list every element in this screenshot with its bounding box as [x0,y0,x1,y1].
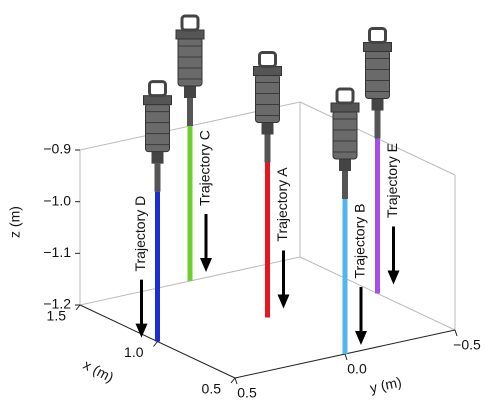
tool-neck [184,86,196,98]
tool-neck [339,159,351,171]
x-tick-label: 1.5 [47,308,67,324]
y-tick [344,353,348,361]
tool-neck [151,151,164,164]
trajectory-label: Trajectory A [274,167,290,242]
z-axis-label: z (m) [7,206,23,238]
y-tick-label: −0.5 [453,337,481,353]
y-tick [454,329,458,337]
tool-icon [363,27,392,139]
tool-neck [261,122,274,135]
tool-handle [258,51,277,68]
x-tick-label: 1.0 [124,344,144,360]
z-tick-label: −1.0 [43,192,71,208]
z-tick-label: −1.2 [43,296,71,312]
x-tick [75,304,81,311]
x-tick [230,377,236,384]
tool-icon [143,80,172,192]
tool-icon [253,51,282,163]
tool-shaft [264,134,271,163]
x-tick-label: 0.5 [202,381,222,397]
tool-handle [335,87,355,105]
tool-shaft [374,110,381,139]
z-tick-label: −0.9 [43,141,71,157]
tool-handle [368,27,387,44]
arrow-head [135,323,148,338]
x-axis-label: x (m) [81,356,117,385]
tool-icon [330,87,360,199]
y-axis-label: y (m) [368,374,403,396]
trajectory-label: Trajectory E [384,143,400,218]
tool-shaft [187,98,193,126]
tool-icon [175,14,205,126]
tool-handle [148,80,167,98]
trajectory-label: Trajectory D [132,196,148,272]
x-tick [153,341,158,347]
arrow-head [355,331,367,345]
trajectory-label: Trajectory C [197,130,213,206]
y-tick [234,377,238,385]
arrow-head [277,294,290,309]
tool-handle [180,14,200,32]
trajectory-label: Trajectory B [352,204,368,279]
arrow-head [200,258,212,272]
tool-shaft [154,163,161,192]
y-tick-label: 0.0 [347,361,367,377]
arrow-head [387,270,400,285]
z-tick-label: −1.1 [43,244,71,260]
tool-neck [371,98,384,111]
y-tick-label: 0.5 [237,385,257,401]
tool-shaft [342,171,348,199]
